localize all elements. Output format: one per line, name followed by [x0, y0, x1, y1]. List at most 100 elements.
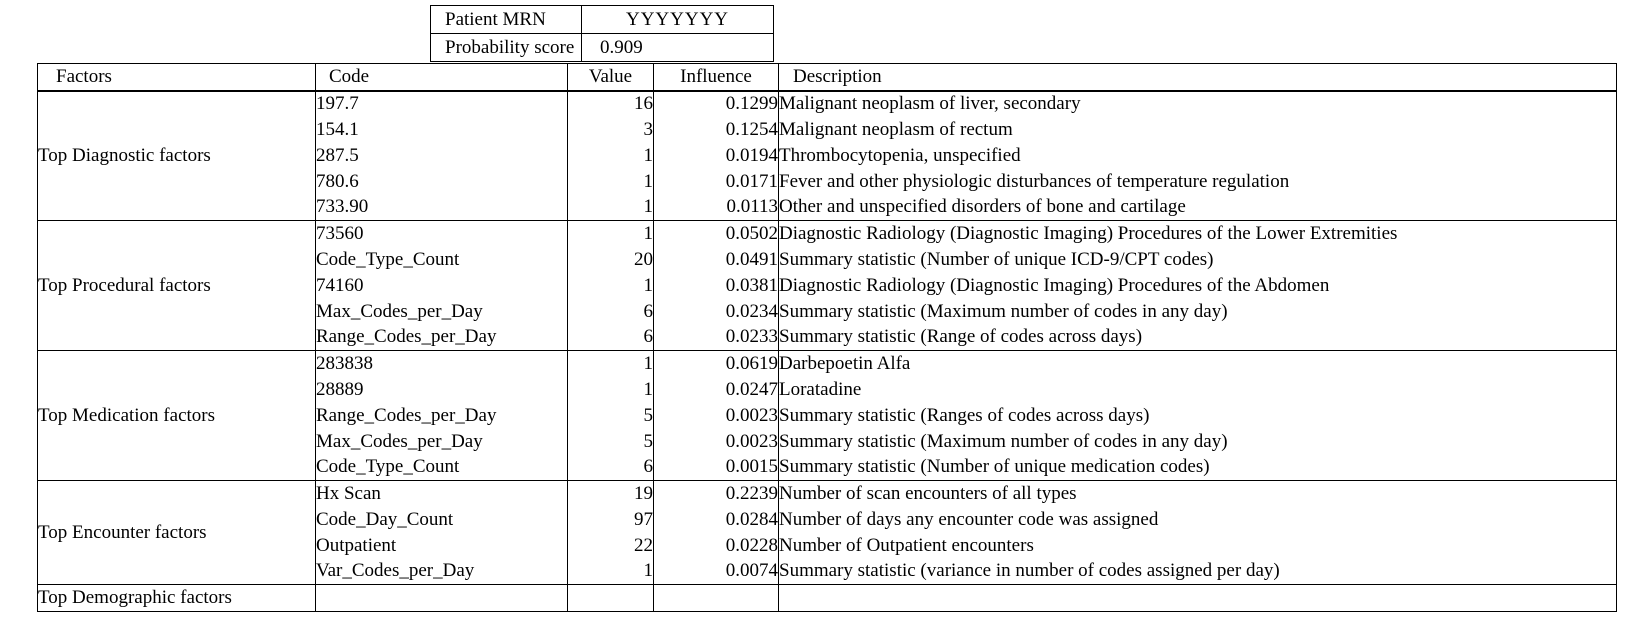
table-row: 733.90 1 0.0113 Other and unspecified disor… — [38, 194, 1617, 221]
influence-cell: 0.0194 — [653, 142, 779, 169]
table-row: Max_Codes_per_Day 5 0.0023 Summary statisti… — [38, 428, 1617, 455]
factor-group-label: Top Procedural factors — [37, 220, 316, 351]
patient-mrn-label: Patient MRN — [430, 5, 582, 34]
table-row: Outpatient 22 0.0228 Number of Outpatient e… — [38, 532, 1617, 559]
factor-group-label: Top Diagnostic factors — [37, 90, 316, 221]
code-cell: 283838 — [315, 350, 568, 377]
factors-table: Factors Code Value Influence Description… — [37, 63, 1617, 612]
header-factors: Factors — [37, 63, 316, 92]
table-row: 780.6 1 0.0171 Fever and other physiologic … — [38, 168, 1617, 195]
value-cell: 22 — [567, 532, 654, 559]
description-cell: Summary statistic (Range of codes across… — [778, 324, 1617, 351]
table-row: Top Procedural factors 73560 1 0.0502 Diagno… — [37, 220, 1617, 351]
value-cell: 1 — [567, 376, 654, 403]
value-cell: 19 — [567, 480, 654, 507]
table-row: 287.5 1 0.0194 Thrombocytopenia, unspecifie… — [38, 142, 1617, 169]
description-cell: Malignant neoplasm of liver, secondary — [778, 90, 1617, 117]
description-cell: Number of days any encounter code was as… — [778, 506, 1617, 533]
description-cell: Darbepoetin Alfa — [778, 350, 1617, 377]
code-cell: Code_Day_Count — [315, 506, 568, 533]
factor-group-label: Top Medication factors — [37, 350, 316, 481]
table-row: 74160 1 0.0381 Diagnostic Radiology (Diagno… — [38, 272, 1617, 299]
code-cell: 197.7 — [315, 90, 568, 117]
description-cell — [778, 584, 1617, 612]
table-row: Max_Codes_per_Day 6 0.0234 Summary statisti… — [38, 298, 1617, 325]
code-cell: Range_Codes_per_Day — [315, 324, 568, 351]
value-cell: 6 — [567, 324, 654, 351]
table-row: Top Diagnostic factors 197.7 16 0.1299 Malig… — [37, 90, 1617, 221]
code-cell: Var_Codes_per_Day — [315, 558, 568, 585]
table-row: 154.1 3 0.1254 Malignant neoplasm of rectum — [38, 116, 1617, 143]
table-row: Top Encounter factors Hx Scan 19 0.2239 Numb… — [37, 480, 1617, 585]
probability-score-label: Probability score — [430, 33, 582, 62]
patient-info-table: Patient MRN YYYYYYY Probability score 0.… — [430, 5, 774, 62]
table-row: Code_Type_Count 20 0.0491 Summary statistic… — [38, 246, 1617, 273]
value-cell: 5 — [567, 402, 654, 429]
influence-cell: 0.0074 — [653, 558, 779, 585]
table-row: Var_Codes_per_Day 1 0.0074 Summary statisti… — [38, 558, 1617, 585]
description-cell: Summary statistic (Number of unique medi… — [778, 454, 1617, 481]
value-cell: 1 — [567, 168, 654, 195]
code-cell: Max_Codes_per_Day — [315, 298, 568, 325]
code-cell: Code_Type_Count — [315, 454, 568, 481]
influence-cell: 0.0015 — [653, 454, 779, 481]
probability-score-row: Probability score 0.909 — [430, 33, 774, 62]
influence-cell: 0.0023 — [653, 428, 779, 455]
influence-cell: 0.0228 — [653, 532, 779, 559]
influence-cell — [653, 584, 779, 612]
header-code: Code — [315, 63, 568, 92]
influence-cell: 0.0284 — [653, 506, 779, 533]
value-cell: 16 — [567, 90, 654, 117]
influence-cell: 0.1299 — [653, 90, 779, 117]
patient-mrn-value: YYYYYYY — [581, 5, 774, 34]
value-cell: 1 — [567, 350, 654, 377]
description-cell: Loratadine — [778, 376, 1617, 403]
description-cell: Summary statistic (Maximum number of cod… — [778, 428, 1617, 455]
description-cell: Number of Outpatient encounters — [778, 532, 1617, 559]
factors-table-header: Factors Code Value Influence Description — [37, 63, 1617, 92]
code-cell: 287.5 — [315, 142, 568, 169]
influence-cell: 0.0491 — [653, 246, 779, 273]
code-cell: 73560 — [315, 220, 568, 247]
description-cell: Fever and other physiologic disturbances… — [778, 168, 1617, 195]
probability-score-value: 0.909 — [581, 33, 774, 62]
influence-cell: 0.2239 — [653, 480, 779, 507]
value-cell: 1 — [567, 142, 654, 169]
description-cell: Summary statistic (Maximum number of cod… — [778, 298, 1617, 325]
factors-table-body: Top Diagnostic factors 197.7 16 0.1299 Malig… — [37, 90, 1617, 612]
code-cell — [315, 584, 568, 612]
table-row: 28889 1 0.0247 Loratadine — [38, 376, 1617, 403]
header-value: Value — [567, 63, 654, 92]
code-cell: Hx Scan — [315, 480, 568, 507]
influence-cell: 0.0171 — [653, 168, 779, 195]
factor-group-label: Top Demographic factors — [37, 584, 316, 612]
table-row: Code_Day_Count 97 0.0284 Number of days any… — [38, 506, 1617, 533]
header-row: Factors Code Value Influence Description — [37, 63, 1617, 92]
description-cell: Summary statistic (Ranges of codes acros… — [778, 402, 1617, 429]
description-cell: Summary statistic (variance in number of… — [778, 558, 1617, 585]
table-row: Top Medication factors 283838 1 0.0619 Darbe… — [37, 350, 1617, 481]
influence-cell: 0.0502 — [653, 220, 779, 247]
influence-cell: 0.0619 — [653, 350, 779, 377]
code-cell: 154.1 — [315, 116, 568, 143]
table-row: Range_Codes_per_Day 5 0.0023 Summary statis… — [38, 402, 1617, 429]
influence-cell: 0.1254 — [653, 116, 779, 143]
description-cell: Diagnostic Radiology (Diagnostic Imaging… — [778, 220, 1617, 247]
code-cell: 780.6 — [315, 168, 568, 195]
header-influence: Influence — [653, 63, 779, 92]
value-cell: 20 — [567, 246, 654, 273]
influence-cell: 0.0247 — [653, 376, 779, 403]
code-cell: Outpatient — [315, 532, 568, 559]
code-cell: 74160 — [315, 272, 568, 299]
value-cell: 3 — [567, 116, 654, 143]
value-cell: 6 — [567, 298, 654, 325]
table-row: Code_Type_Count 6 0.0015 Summary statistic … — [38, 454, 1617, 481]
header-description: Description — [778, 63, 1617, 92]
value-cell: 6 — [567, 454, 654, 481]
table-row: Range_Codes_per_Day 6 0.0233 Summary statis… — [38, 324, 1617, 351]
code-cell: 733.90 — [315, 194, 568, 221]
value-cell — [567, 584, 654, 612]
influence-cell: 0.0234 — [653, 298, 779, 325]
table-row: Top Demographic factors — [37, 584, 1617, 612]
description-cell: Number of scan encounters of all types — [778, 480, 1617, 507]
